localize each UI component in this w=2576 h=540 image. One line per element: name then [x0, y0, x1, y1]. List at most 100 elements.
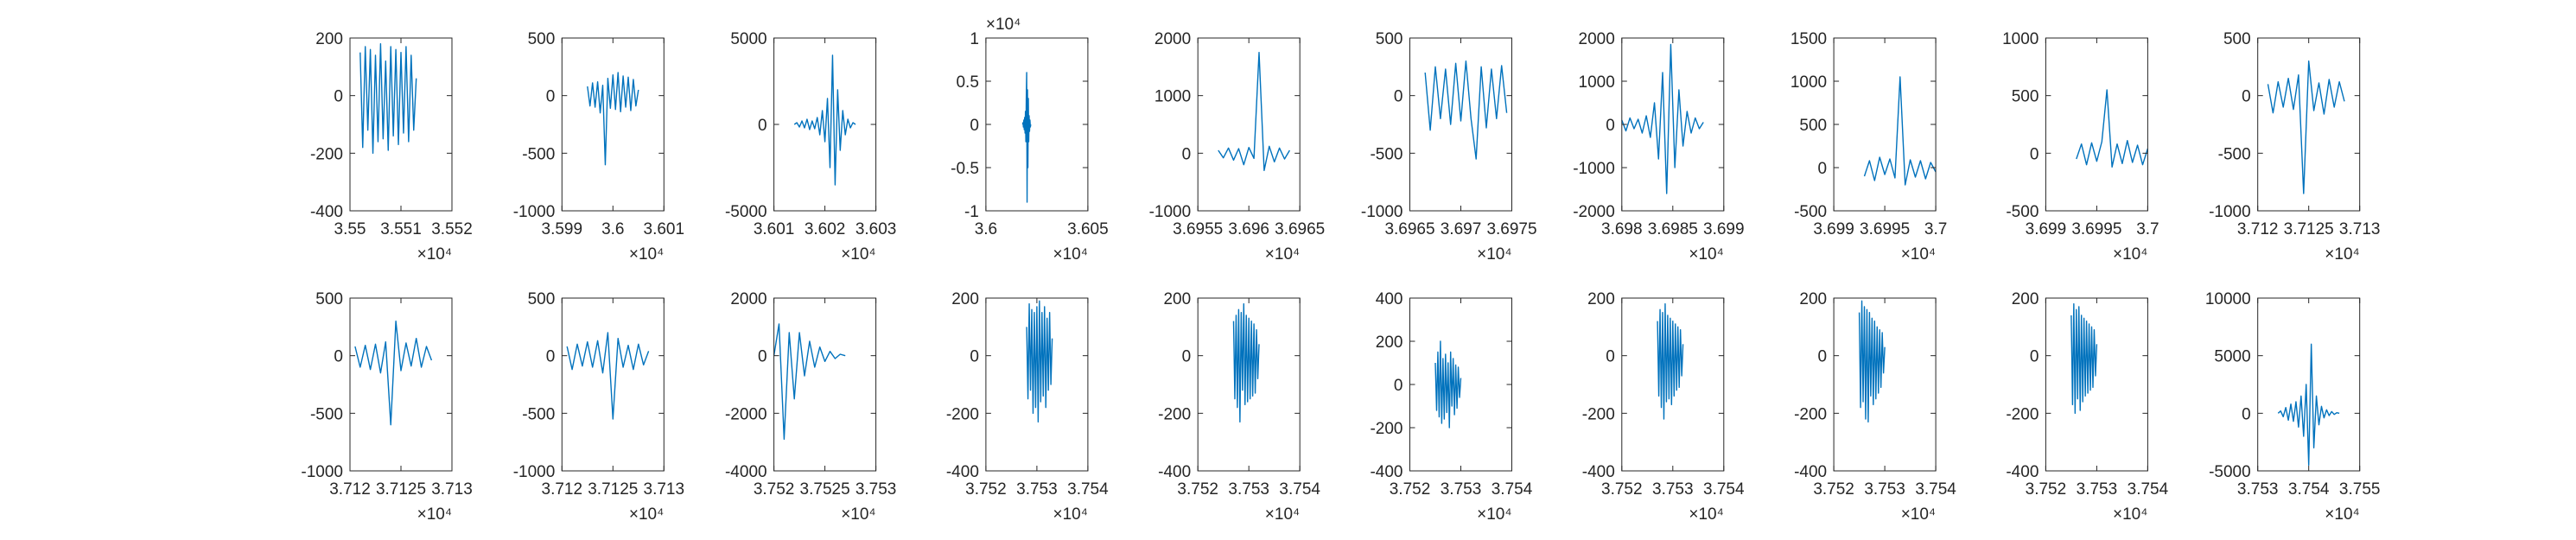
subplot: -5000 0 5000 3.601 3.602 3.603 ×10⁴ [725, 30, 896, 264]
y-tick-label: 2000 [730, 290, 766, 308]
y-tick-label: 0.5 [956, 73, 978, 92]
subplot: -400 -200 0 200 3.752 3.753 3.754 ×10⁴ [2006, 290, 2168, 524]
signal-line [1218, 51, 1291, 172]
y-tick-label: 1000 [2002, 30, 2039, 48]
y-tick-label: 0 [1394, 88, 1403, 106]
axes-background [562, 298, 665, 471]
x-scale-label: ×10⁴ [1901, 505, 1936, 524]
signal-line [566, 332, 650, 420]
x-tick-label: 3.7125 [376, 480, 426, 499]
y-tick-label: -1000 [513, 463, 556, 481]
y-tick-label: -2000 [1573, 203, 1615, 221]
x-scale-label: ×10⁴ [1901, 245, 1936, 264]
subplot: -1000 -500 0 500 3.6965 3.697 3.6975 ×10⁴ [1361, 30, 1537, 264]
x-scale-label: ×10⁴ [629, 505, 664, 524]
signal-line [354, 320, 433, 426]
subplot: -400 -200 0 200 3.752 3.753 3.754 ×10⁴ [1794, 290, 1956, 524]
subplot: -1000 -500 0 500 3.712 3.7125 3.713 ×10⁴ [513, 290, 684, 524]
y-tick-label: 400 [1376, 290, 1403, 308]
x-scale-label: ×10⁴ [2113, 245, 2147, 264]
axes-background [1834, 298, 1937, 471]
y-tick-label: 500 [2012, 88, 2039, 106]
signal-line [773, 323, 846, 441]
x-tick-label: 3.699 [1703, 220, 1745, 238]
y-tick-label: -5000 [2209, 463, 2251, 481]
axes-background [1834, 38, 1937, 211]
y-tick-label: 0 [2030, 348, 2039, 366]
x-tick-label: 3.6965 [1384, 220, 1434, 238]
subplot: -400 -200 0 200 3.752 3.753 3.754 ×10⁴ [1158, 290, 1320, 524]
y-tick-label: -400 [1158, 463, 1191, 481]
y-tick-label: 0 [1818, 348, 1828, 366]
x-tick-label: 3.601 [644, 220, 685, 238]
y-tick-label: 500 [1376, 30, 1403, 48]
signal-line [1232, 302, 1260, 423]
x-tick-label: 3.712 [542, 480, 583, 499]
axes-background [2045, 38, 2148, 211]
y-tick-label: 1000 [1579, 73, 1615, 92]
y-tick-label: -200 [1794, 405, 1827, 423]
x-tick-label: 3.752 [2026, 480, 2067, 499]
x-tick-label: 3.712 [329, 480, 371, 499]
y-tick-label: 1000 [1154, 88, 1191, 106]
x-tick-label: 3.6 [975, 220, 997, 238]
axes-background [985, 38, 1088, 211]
x-tick-label: 3.712 [2237, 220, 2279, 238]
y-tick-label: 200 [1376, 334, 1403, 352]
x-scale-label: ×10⁴ [1689, 245, 1723, 264]
y-tick-label: 0 [970, 117, 979, 135]
y-tick-label: 0 [1182, 348, 1192, 366]
signal-line [1621, 43, 1704, 194]
x-scale-label: ×10⁴ [2325, 245, 2359, 264]
x-tick-label: 3.699 [2026, 220, 2067, 238]
subplot: -1000 -500 0 500 3.712 3.7125 3.713 ×10⁴ [301, 290, 472, 524]
y-tick-label: 5000 [2214, 348, 2250, 366]
axes-background [350, 298, 452, 471]
axes-background [773, 38, 876, 211]
y-tick-label: -400 [310, 203, 343, 221]
axes-background [1409, 38, 1512, 211]
x-tick-label: 3.7525 [800, 480, 850, 499]
x-tick-label: 3.754 [1703, 480, 1745, 499]
x-tick-label: 3.713 [431, 480, 473, 499]
y-tick-label: 200 [1799, 290, 1827, 308]
y-tick-label: 10000 [2205, 290, 2251, 308]
signal-line [1858, 300, 1886, 423]
signal-line [2267, 60, 2345, 194]
subplot: -500 0 500 1000 1500 3.699 3.6995 3.7 ×10⁴ [1790, 30, 1947, 264]
x-tick-label: 3.752 [1177, 480, 1218, 499]
y-tick-label: 0 [546, 88, 556, 106]
x-tick-label: 3.752 [1390, 480, 1431, 499]
y-tick-label: -400 [1582, 463, 1615, 481]
x-tick-label: 3.754 [1067, 480, 1109, 499]
subplot: -1000 0 1000 2000 3.6955 3.696 3.6965 ×10⁴ [1149, 30, 1326, 264]
signal-line [1424, 60, 1508, 160]
x-scale-label: ×10⁴ [1477, 505, 1511, 524]
x-tick-label: 3.7 [2136, 220, 2159, 238]
x-tick-label: 3.6965 [1275, 220, 1325, 238]
y-tick-label: -1000 [2209, 203, 2251, 221]
y-tick-label: 200 [2012, 290, 2039, 308]
x-scale-label: ×10⁴ [1053, 505, 1087, 524]
y-tick-label: 500 [528, 30, 556, 48]
x-tick-label: 3.697 [1441, 220, 1482, 238]
y-tick-label: 0 [758, 117, 767, 135]
y-tick-label: -1000 [301, 463, 343, 481]
x-tick-label: 3.753 [1016, 480, 1058, 499]
x-tick-label: 3.603 [855, 220, 897, 238]
x-scale-label: ×10⁴ [2325, 505, 2359, 524]
y-tick-label: -0.5 [951, 160, 979, 178]
x-scale-label: ×10⁴ [2113, 505, 2147, 524]
x-tick-label: 3.754 [2288, 480, 2330, 499]
y-tick-label: -500 [1370, 145, 1402, 163]
y-tick-label: -4000 [725, 463, 767, 481]
y-tick-label: 0 [334, 88, 343, 106]
y-tick-label: -500 [2218, 145, 2251, 163]
x-scale-label: ×10⁴ [629, 245, 664, 264]
subplot: -500 0 500 1000 3.699 3.6995 3.7 ×10⁴ [2002, 30, 2159, 264]
subplot: -1000 -500 0 500 3.712 3.7125 3.713 ×10⁴ [2209, 30, 2380, 264]
x-tick-label: 3.754 [1915, 480, 1956, 499]
subplot: -2000 -1000 0 1000 2000 3.698 3.6985 3.699 ×10⁴ [1573, 30, 1744, 264]
